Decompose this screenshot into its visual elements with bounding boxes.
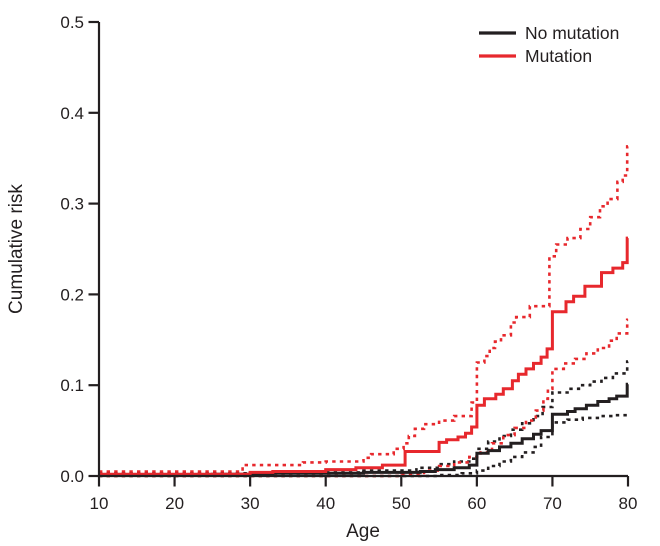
x-tick-label: 30	[241, 494, 260, 513]
y-tick-label: 0.0	[60, 467, 84, 486]
y-tick-label: 0.4	[60, 104, 84, 123]
legend: No mutation Mutation	[479, 23, 619, 66]
x-axis-title: Age	[346, 521, 380, 542]
legend-label-mutation: Mutation	[525, 46, 592, 66]
series-no-mutation-lower-95-ci-	[99, 411, 629, 478]
y-tick-label: 0.2	[60, 285, 84, 304]
plot-area	[99, 145, 629, 478]
x-tick-label: 50	[392, 494, 411, 513]
y-tick-label: 0.1	[60, 376, 84, 395]
series-mutation-estimate-	[99, 236, 629, 476]
series-mutation-upper-95-ci-	[99, 145, 629, 473]
legend-label-no-mutation: No mutation	[525, 23, 619, 43]
x-tick-label: 70	[543, 494, 562, 513]
series-no-mutation-estimate-	[99, 382, 629, 477]
y-axis-title: Cumulative risk	[6, 184, 27, 314]
axis-lines	[97, 22, 628, 478]
y-tick-label: 0.3	[60, 195, 84, 214]
x-tick-label: 60	[467, 494, 486, 513]
x-tick-label: 10	[90, 494, 109, 513]
x-tick-label: 80	[619, 494, 638, 513]
x-tick-label: 40	[316, 494, 335, 513]
y-tick-label: 0.5	[60, 13, 84, 32]
series-no-mutation-upper-95-ci-	[99, 360, 629, 475]
series-mutation-lower-95-ci-	[99, 318, 629, 478]
x-tick-label: 20	[165, 494, 184, 513]
axes: 0.0 0.1 0.2 0.3 0.4 0.5 10 20 30 40 50 60 70 80	[60, 13, 637, 513]
